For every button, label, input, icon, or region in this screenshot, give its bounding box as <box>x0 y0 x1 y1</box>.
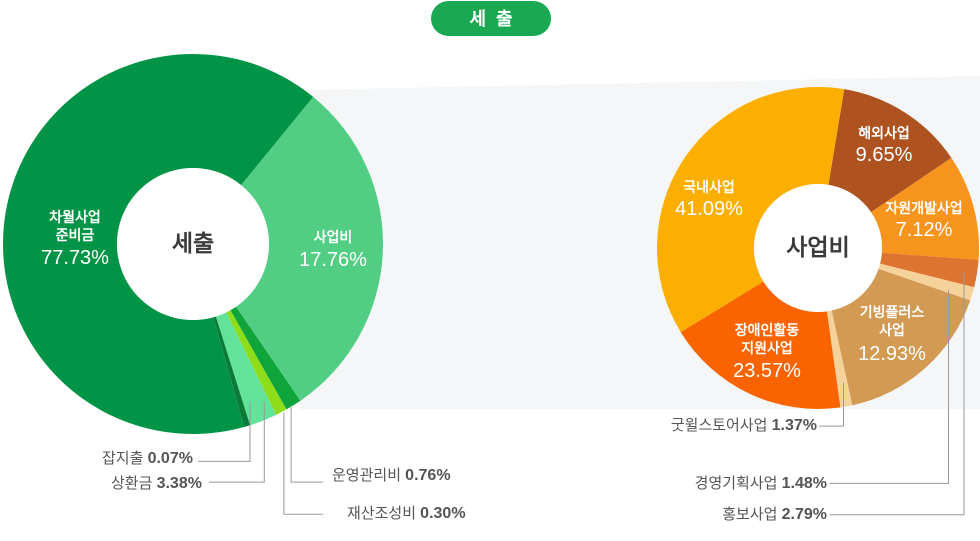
svg-text:세출: 세출 <box>172 230 214 256</box>
svg-text:7.12%: 7.12% <box>896 219 953 241</box>
svg-text:지원사업: 지원사업 <box>741 340 793 356</box>
svg-text:국내사업: 국내사업 <box>683 179 735 195</box>
svg-text:17.76%: 17.76% <box>299 249 367 271</box>
svg-text:홍보사업 2.79%: 홍보사업 2.79% <box>722 505 827 523</box>
svg-text:12.93%: 12.93% <box>858 343 926 365</box>
svg-text:해외사업: 해외사업 <box>858 125 910 141</box>
svg-text:장애인활동: 장애인활동 <box>735 322 800 338</box>
svg-text:운영관리비 0.76%: 운영관리비 0.76% <box>332 467 451 484</box>
svg-text:차월사업: 차월사업 <box>49 209 101 225</box>
svg-text:사업비: 사업비 <box>786 234 849 260</box>
svg-text:상환금 3.38%: 상환금 3.38% <box>111 475 202 492</box>
svg-text:41.09%: 41.09% <box>675 198 743 220</box>
svg-text:잡지출 0.07%: 잡지출 0.07% <box>102 450 193 467</box>
svg-text:9.65%: 9.65% <box>856 144 913 166</box>
svg-text:자원개발사업: 자원개발사업 <box>885 200 962 216</box>
svg-text:기빙플러스: 기빙플러스 <box>860 304 925 320</box>
svg-text:경영기획사업 1.48%: 경영기획사업 1.48% <box>695 475 827 492</box>
svg-text:사업: 사업 <box>879 322 905 338</box>
svg-text:사업비: 사업비 <box>314 229 353 245</box>
svg-text:준비금: 준비금 <box>56 227 95 243</box>
svg-text:세 출: 세 출 <box>469 9 512 29</box>
svg-text:굿윌스토어사업 1.37%: 굿윌스토어사업 1.37% <box>671 417 817 434</box>
svg-text:재산조성비 0.30%: 재산조성비 0.30% <box>347 505 466 522</box>
svg-text:77.73%: 77.73% <box>41 247 109 269</box>
svg-text:23.57%: 23.57% <box>733 360 801 382</box>
